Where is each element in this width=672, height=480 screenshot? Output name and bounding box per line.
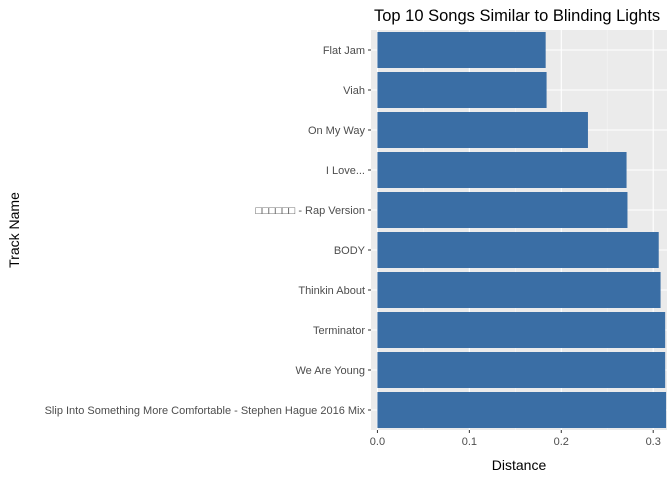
- chart-title: Top 10 Songs Similar to Blinding Lights: [374, 7, 660, 25]
- y-tick-label: Terminator: [313, 325, 365, 337]
- x-tick-label: 0.2: [554, 436, 569, 448]
- x-axis: 0.0 0.1 0.2 0.3: [370, 430, 661, 448]
- y-tick-label: Thinkin About: [298, 285, 365, 297]
- y-tick-label: I Love...: [326, 165, 365, 177]
- bar: [377, 392, 667, 428]
- bars: [377, 32, 667, 428]
- y-tick-label: BODY: [334, 245, 366, 257]
- y-tick-label: Flat Jam: [323, 45, 365, 57]
- y-axis: Flat Jam Viah On My Way I Love... □□□□□□ - R…: [45, 45, 371, 417]
- bar: [377, 192, 628, 228]
- y-tick-label: □□□□□□ - Rap Version: [255, 205, 365, 217]
- bar: [377, 312, 666, 348]
- x-tick-label: 0.1: [462, 436, 477, 448]
- bar: [377, 72, 547, 108]
- bar: [377, 272, 661, 308]
- bar: [377, 152, 627, 188]
- x-tick-label: 0.3: [646, 436, 661, 448]
- y-tick-label: Viah: [343, 85, 365, 97]
- y-tick-label: Slip Into Something More Comfortable - S…: [45, 405, 366, 417]
- y-axis-title: Track Name: [6, 192, 22, 268]
- x-axis-title: Distance: [492, 457, 547, 473]
- y-tick-label: On My Way: [308, 125, 366, 137]
- x-tick-label: 0.0: [370, 436, 385, 448]
- bar: [377, 112, 588, 148]
- bar: [377, 352, 666, 388]
- bar: [377, 232, 659, 268]
- bar: [377, 32, 546, 68]
- y-tick-label: We Are Young: [295, 365, 365, 377]
